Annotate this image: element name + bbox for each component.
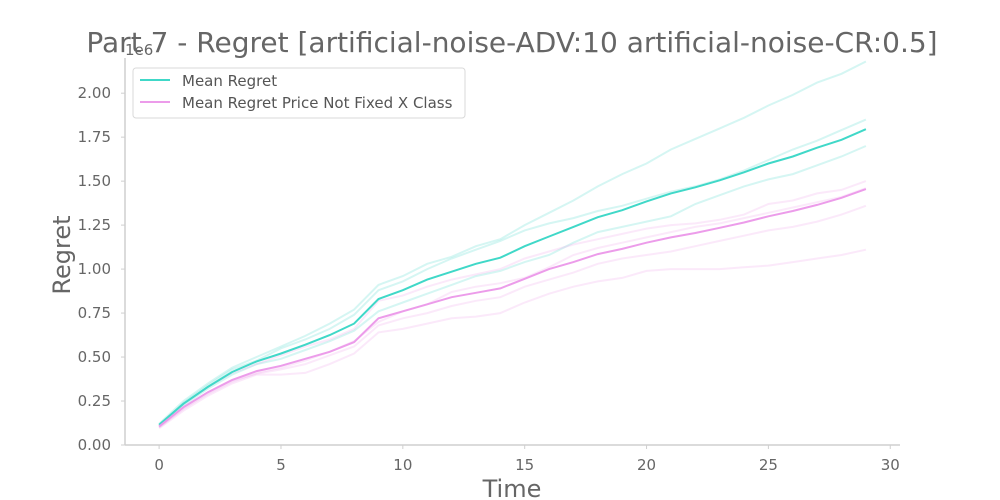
y-tick-label: 1.50 [78, 172, 111, 190]
faint-series-line-6 [158, 204, 867, 429]
y-tick-label: 1.25 [78, 216, 111, 234]
faint-series-line-5 [158, 248, 867, 430]
legend-box [132, 67, 466, 119]
y-tick-label: 0.50 [78, 348, 111, 366]
x-axis-label: Time [482, 475, 542, 500]
series-line-1 [158, 188, 867, 428]
faint-series-line-1 [158, 118, 867, 427]
faint-series-line-3 [158, 180, 867, 427]
x-tick-label: 20 [637, 456, 656, 474]
legend-label-mean-regret-price-not-fixed: Mean Regret Price Not Fixed X Class [182, 94, 453, 112]
y-tick-label: 2.00 [78, 84, 111, 102]
series-group [158, 128, 867, 428]
y-axis-label: Regret [48, 215, 76, 294]
chart-title: Part 7 - Regret [artificial-noise-ADV:10… [86, 26, 937, 59]
y-tick-label: 0.25 [78, 392, 111, 410]
faint-series-line-2 [158, 145, 867, 428]
x-tick-label: 0 [154, 456, 164, 474]
y-tick-label: 0.75 [78, 304, 111, 322]
faint-series-line-4 [158, 187, 867, 429]
y-tick-label: 0.00 [78, 436, 111, 454]
y-ticks: 0.00 0.25 0.50 0.75 1.00 1.25 1.50 1.75 2.00 [78, 84, 125, 454]
x-tick-label: 25 [759, 456, 778, 474]
x-tick-label: 10 [393, 456, 412, 474]
y-tick-label: 1.00 [78, 260, 111, 278]
faint-series-group [158, 60, 867, 430]
faint-series-line-0 [158, 60, 867, 425]
y-tick-label: 1.75 [78, 128, 111, 146]
y-scale-label: 1e6 [125, 41, 153, 59]
x-tick-label: 30 [881, 456, 900, 474]
series-line-0 [158, 128, 867, 426]
legend: Mean Regret Mean Regret Price Not Fixed … [132, 67, 466, 119]
x-tick-label: 5 [276, 456, 286, 474]
legend-label-mean-regret: Mean Regret [182, 72, 277, 90]
x-tick-label: 15 [515, 456, 534, 474]
x-ticks: 0 5 10 15 20 25 30 [154, 445, 900, 474]
